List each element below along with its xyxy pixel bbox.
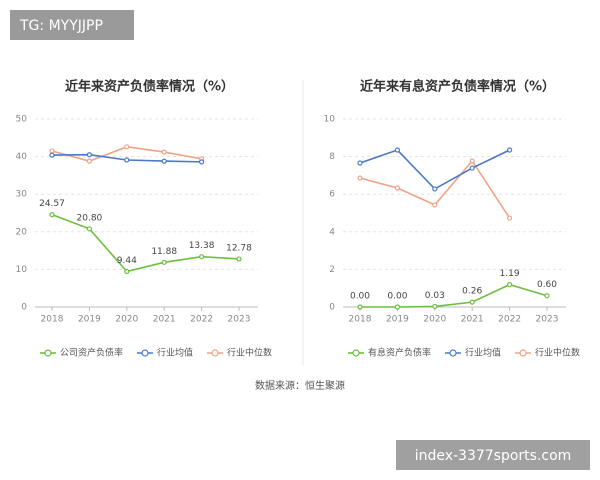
y-tick-label: 8 xyxy=(329,152,335,162)
data-label: 13.38 xyxy=(189,241,215,251)
x-tick-label: 2021 xyxy=(153,315,176,325)
x-tick-label: 2018 xyxy=(349,315,372,325)
point xyxy=(357,304,363,310)
legend-marker xyxy=(519,349,527,357)
point xyxy=(199,159,205,165)
y-tick-label: 40 xyxy=(16,152,28,162)
point xyxy=(507,215,513,221)
y-tick-label: 30 xyxy=(16,190,28,200)
series-line xyxy=(360,283,548,308)
badge: index-3377sports.com xyxy=(415,448,572,464)
point xyxy=(86,226,93,232)
point xyxy=(357,175,363,181)
x-tick-label: 2018 xyxy=(41,315,64,325)
legend-marker xyxy=(211,349,219,357)
point xyxy=(469,299,475,305)
point xyxy=(394,304,400,310)
point xyxy=(49,212,55,218)
series-line xyxy=(51,213,240,273)
point xyxy=(86,158,93,164)
x-tick-label: 2019 xyxy=(386,315,409,325)
point xyxy=(507,147,513,153)
x-tick-label: 2023 xyxy=(228,315,251,325)
point xyxy=(432,202,438,208)
data-label: 12.78 xyxy=(226,243,252,253)
x-tick-label: 2021 xyxy=(461,315,484,325)
legend-label: 行业均值 xyxy=(465,347,501,359)
point xyxy=(124,144,130,150)
point xyxy=(357,160,363,166)
legend-label: 公司资产负债率 xyxy=(60,347,123,359)
legend-label: 行业中位数 xyxy=(535,347,580,359)
chart-title: 近年来有息资产负债率情况（%） xyxy=(360,79,555,95)
point xyxy=(199,254,205,260)
data-label: 0.00 xyxy=(350,292,370,302)
y-tick-label: 6 xyxy=(329,190,335,200)
y-tick-label: 10 xyxy=(16,265,28,275)
y-tick-label: 2 xyxy=(329,265,335,275)
y-tick-label: 50 xyxy=(16,115,28,125)
legend-label: 行业中位数 xyxy=(227,347,272,359)
data-label: 1.19 xyxy=(500,269,520,279)
point xyxy=(49,152,55,158)
data-label: 0.03 xyxy=(425,291,445,301)
y-tick-label: 10 xyxy=(324,115,336,125)
chart-title: 近年来资产负债率情况（%） xyxy=(65,79,234,95)
legend-marker xyxy=(352,349,360,357)
legend-label: 行业均值 xyxy=(157,347,193,359)
data-label: 11.88 xyxy=(151,247,177,257)
data-label: 24.57 xyxy=(39,199,65,209)
legend-marker xyxy=(449,349,457,357)
point xyxy=(507,282,513,288)
point xyxy=(124,157,130,163)
x-tick-label: 2022 xyxy=(190,315,213,325)
x-tick-label: 2019 xyxy=(78,315,101,325)
point xyxy=(49,148,55,154)
x-tick-label: 2022 xyxy=(498,315,521,325)
data-label: 9.44 xyxy=(117,256,137,266)
point xyxy=(86,152,93,158)
point xyxy=(394,185,400,191)
x-tick-label: 2020 xyxy=(115,315,138,325)
point xyxy=(469,165,475,171)
point xyxy=(161,149,167,155)
badge-box xyxy=(396,440,590,470)
point xyxy=(124,268,130,275)
point xyxy=(432,186,438,192)
watermark-box xyxy=(10,10,134,40)
point xyxy=(236,256,242,262)
x-tick-label: 2020 xyxy=(423,315,446,325)
legend-marker xyxy=(141,349,149,357)
data-label: 0.60 xyxy=(537,280,557,290)
point xyxy=(469,158,475,164)
point xyxy=(544,293,550,299)
data-label: 0.26 xyxy=(462,287,482,297)
data-label: 0.00 xyxy=(387,292,407,302)
point xyxy=(161,259,167,265)
x-tick-label: 2023 xyxy=(536,315,559,325)
y-tick-label: 4 xyxy=(329,227,335,237)
legend-marker xyxy=(44,349,52,357)
source: 数据来源：恒生聚源 xyxy=(255,379,345,392)
point xyxy=(432,303,438,310)
point xyxy=(394,147,400,153)
y-tick-label: 20 xyxy=(16,227,28,237)
watermark: TG: MYYJJPP xyxy=(19,18,103,34)
point xyxy=(161,158,167,164)
legend-label: 有息资产负债率 xyxy=(368,347,431,359)
data-label: 20.80 xyxy=(77,213,103,223)
y-tick-label: 0 xyxy=(329,303,335,313)
y-tick-label: 0 xyxy=(21,303,27,313)
